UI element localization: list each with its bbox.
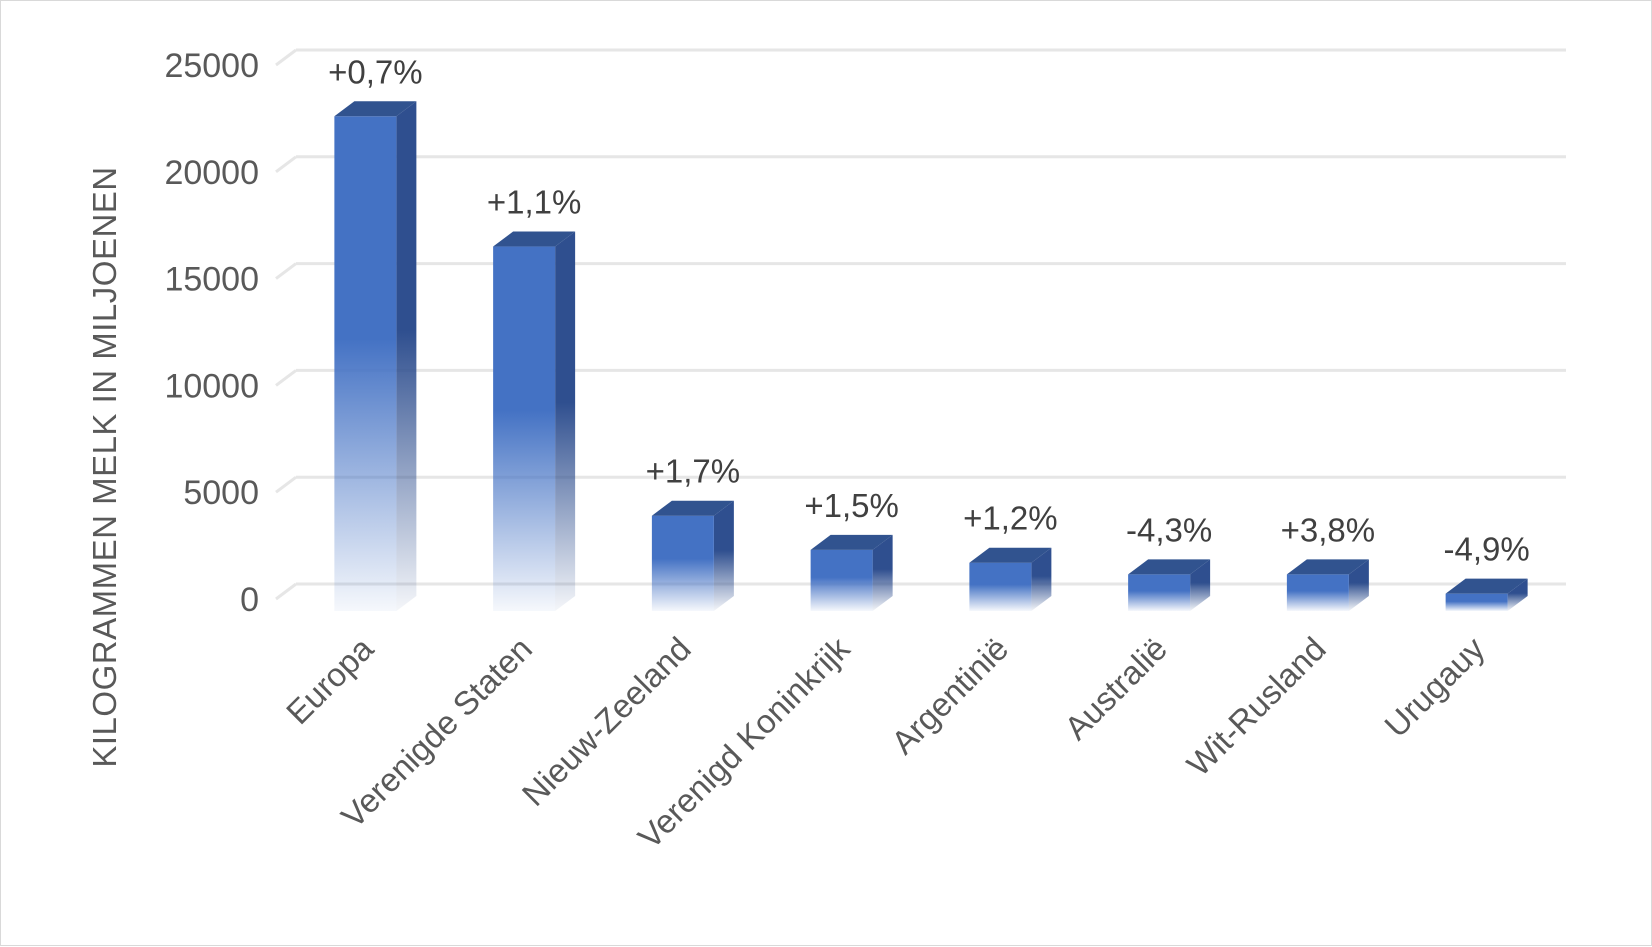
bar-top [810,534,893,550]
bar-top [1128,559,1211,575]
bar-top [1286,559,1369,575]
gridline-floor-edge [275,369,297,387]
y-axis-ticks: 0 5000 10000 15000 20000 25000 [164,47,259,619]
gridline-floor-edge [275,582,297,601]
gridline-floor-edge [275,155,297,174]
data-label: +1,7% [646,453,741,490]
bar-front [651,515,714,611]
bar [810,534,893,611]
bar [493,231,576,611]
bar [1286,559,1369,611]
bar-top [334,101,417,117]
bar-front [1445,593,1508,611]
bar-side [1348,559,1369,611]
y-tick-label: 20000 [164,154,259,192]
data-label: -4,9% [1444,531,1530,568]
bar-top [493,231,576,247]
gridline-floor-edge [275,262,297,280]
bar-top [1445,578,1528,594]
bar-front [1128,574,1191,611]
bar [651,500,734,611]
bar-top [969,547,1052,563]
data-label: +0,7% [328,53,423,90]
category-label: Wit-Rusland [1180,630,1333,783]
bar-side [555,231,576,611]
category-label: Europa [279,629,381,731]
data-label: +1,2% [963,500,1058,537]
y-tick-label: 5000 [183,474,259,512]
bar-side [1031,547,1052,611]
category-label: Nieuw-Zeeland [515,630,698,813]
bar-front [810,549,873,611]
category-label: Urugauy [1377,629,1492,744]
bar-side [872,534,893,611]
y-tick-label: 25000 [164,47,259,85]
data-label: +1,1% [487,184,582,221]
bar [1128,559,1211,611]
bar-side [396,101,417,611]
bar [334,101,417,611]
bar-front [1286,574,1349,611]
bar [1445,578,1528,611]
y-tick-label: 15000 [164,261,259,299]
gridline-floor-edge [275,48,297,67]
bar-side [1190,559,1211,611]
data-labels: +0,7% +1,1% +1,7% +1,5% +1,2% -4,3% +3,8% -4,9% [328,53,1530,567]
bar-front [969,562,1032,611]
bar-top [651,500,734,516]
bar-side [1507,578,1528,611]
bar-front [334,116,397,611]
y-tick-label: 10000 [164,367,259,405]
data-label: -4,3% [1126,511,1212,548]
gridline-floor-edge [275,476,297,494]
bar [969,547,1052,611]
category-label: Australië [1057,630,1174,747]
bars [334,101,1528,611]
y-axis-title: KILOGRAMMEN MELK IN MILJOENEN [86,166,123,767]
category-label: Argentinië [884,630,1015,761]
data-label: +3,8% [1281,511,1376,548]
bar-side [713,500,734,611]
y-tick-label: 0 [240,581,259,619]
data-label: +1,5% [804,487,899,524]
bar-front [493,246,556,611]
